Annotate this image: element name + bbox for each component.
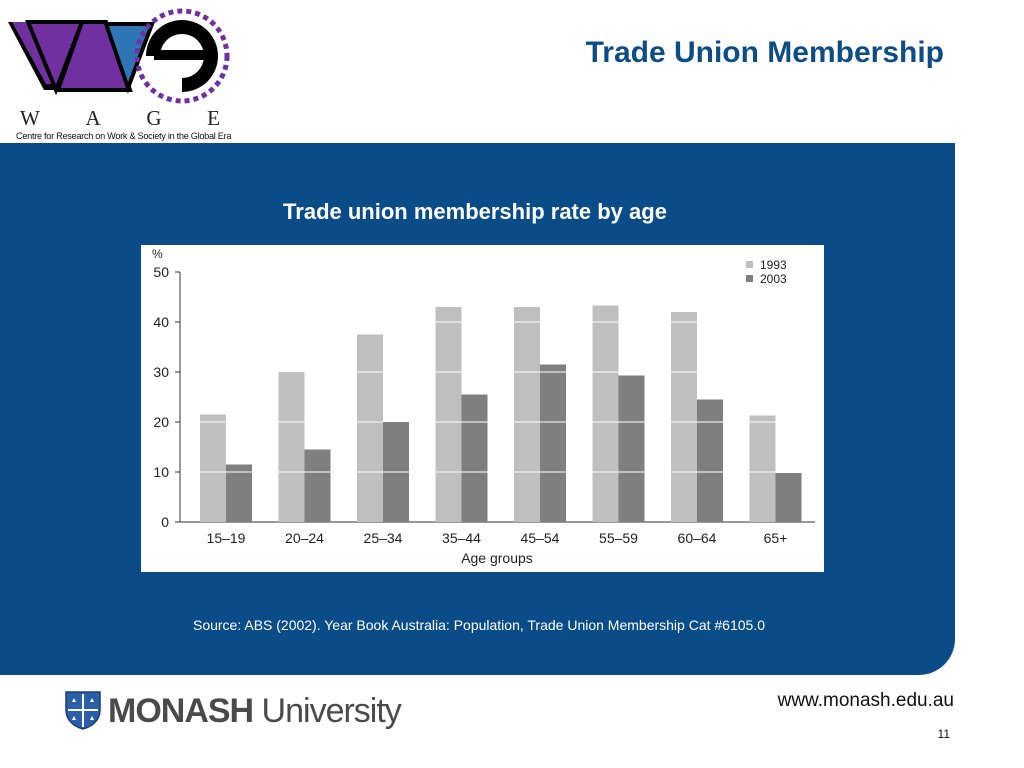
bar-1993	[592, 305, 619, 522]
y-tick-label: 30	[153, 364, 169, 380]
legend-label: 1993	[760, 258, 787, 272]
bar-2003	[226, 464, 252, 522]
slide-title: Trade Union Membership	[585, 36, 944, 69]
bar-1993	[278, 372, 305, 522]
logo-letter: W	[20, 106, 40, 130]
wage-logo: W A G E Centre for Research on Work & So…	[6, 4, 231, 142]
legend-label: 2003	[760, 272, 787, 286]
monash-wordmark-bold: MONASH	[108, 692, 254, 730]
chart-title: Trade union membership rate by age	[283, 199, 667, 224]
x-tick-label: 25–34	[364, 530, 403, 546]
x-tick-label: 20–24	[285, 530, 324, 546]
x-tick-label: 45–54	[521, 530, 560, 546]
monash-wordmark-light: University	[253, 692, 402, 730]
bar-2003	[540, 364, 566, 522]
logo-letter: G	[146, 106, 162, 130]
logo-letter: A	[85, 106, 101, 130]
bar-1993	[671, 312, 697, 522]
bar-2003	[461, 394, 488, 522]
logo-letter: E	[207, 106, 220, 130]
x-axis-label: Age groups	[461, 550, 533, 566]
wage-logo-letters: W A G E	[20, 106, 220, 131]
bar-1993	[514, 307, 540, 522]
bar-2003	[697, 399, 723, 522]
bar-2003	[775, 473, 802, 522]
x-tick-label: 15–19	[207, 530, 246, 546]
page-number: 11	[937, 727, 950, 741]
monash-wordmark: MONASH University	[108, 692, 402, 731]
legend-swatch-2003	[746, 275, 753, 282]
x-tick-label: 60–64	[678, 530, 717, 546]
bar-2003	[304, 449, 331, 522]
website-url[interactable]: www.monash.edu.au	[777, 690, 954, 711]
wage-logo-mark	[8, 8, 230, 104]
bar-1993	[749, 415, 776, 522]
bar-2003	[618, 375, 645, 522]
x-tick-label: 65+	[764, 530, 788, 546]
y-tick-label: 10	[153, 464, 169, 480]
legend-swatch-1993	[746, 261, 753, 268]
y-axis-label: %	[152, 247, 163, 261]
y-tick-label: 20	[153, 414, 169, 430]
y-tick-label: 0	[161, 514, 169, 530]
chart-area: 0 10 20 30 40 50% 15–19 20–24 25–34 35–44 45–54 55–…	[141, 245, 824, 572]
y-tick-label: 50	[153, 264, 169, 280]
monash-logo: MONASH University	[64, 690, 404, 736]
bar-1993	[200, 414, 226, 522]
x-tick-label: 55–59	[599, 530, 638, 546]
bar-1993	[357, 334, 383, 522]
source-note: Source: ABS (2002). Year Book Australia:…	[192, 617, 766, 633]
logo-tagline: Centre for Research on Work & Society in…	[16, 131, 232, 141]
bar-chart: 0 10 20 30 40 50% 15–19 20–24 25–34 35–44 45–54 55–…	[152, 247, 815, 566]
bar-1993	[435, 307, 462, 522]
x-tick-label: 35–44	[442, 530, 481, 546]
monash-crest-icon	[65, 691, 101, 730]
y-tick-label: 40	[153, 314, 169, 330]
